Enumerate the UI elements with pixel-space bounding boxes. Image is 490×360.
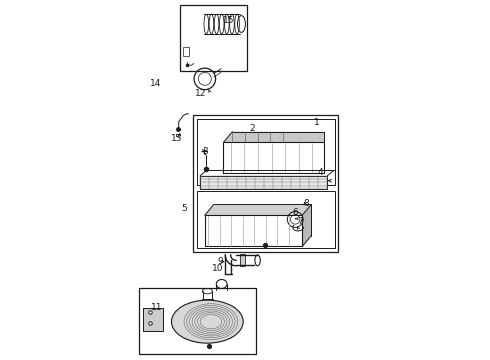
Bar	[196, 119, 335, 185]
Bar	[183, 47, 190, 56]
Bar	[196, 191, 335, 248]
Text: 2: 2	[249, 123, 255, 132]
Polygon shape	[223, 132, 324, 142]
Text: 1: 1	[314, 118, 319, 127]
Polygon shape	[205, 204, 311, 215]
Text: 10: 10	[212, 265, 224, 274]
Ellipse shape	[172, 300, 243, 343]
Bar	[180, 5, 247, 71]
Text: 9: 9	[217, 257, 223, 266]
Text: 7: 7	[298, 217, 303, 226]
Text: 4: 4	[318, 168, 323, 177]
Text: 14: 14	[149, 80, 161, 89]
Text: 5: 5	[181, 204, 187, 213]
Text: 15: 15	[223, 16, 235, 25]
Text: 13: 13	[171, 134, 183, 143]
Text: 6: 6	[293, 208, 298, 217]
Text: 8: 8	[303, 199, 309, 208]
Bar	[200, 176, 327, 189]
Text: 3: 3	[203, 147, 208, 156]
Bar	[240, 254, 245, 266]
Text: 11: 11	[151, 303, 163, 312]
Polygon shape	[302, 204, 311, 246]
Bar	[193, 116, 338, 252]
Text: 12: 12	[195, 89, 206, 98]
Bar	[139, 288, 256, 354]
Bar	[143, 308, 163, 330]
